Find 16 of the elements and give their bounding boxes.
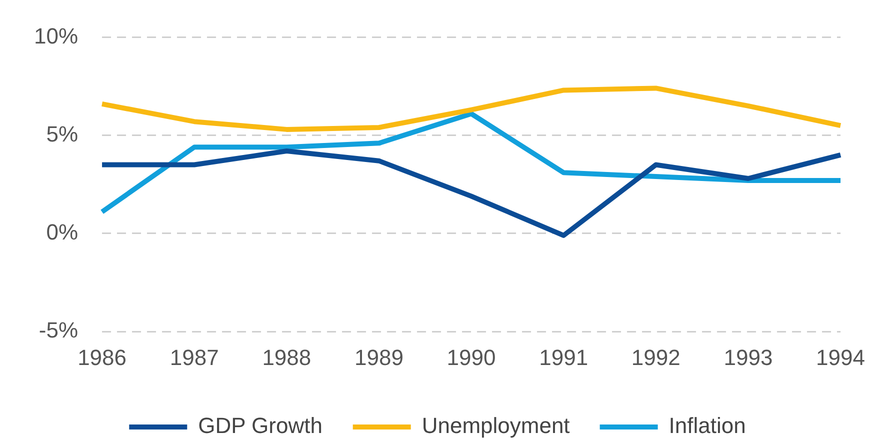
x-tick-label: 1989 [354, 344, 404, 370]
y-tick-label: 0% [46, 220, 78, 245]
x-tick-label: 1992 [631, 344, 680, 370]
x-tick-label: 1990 [446, 344, 496, 370]
legend-label: Unemployment [422, 413, 570, 438]
legend-label: GDP Growth [198, 413, 322, 438]
x-tick-label: 1986 [78, 344, 127, 370]
y-tick-label: 10% [34, 23, 78, 48]
x-tick-label: 1994 [816, 344, 866, 370]
legend-label: Inflation [668, 413, 746, 438]
x-tick-label: 1993 [724, 344, 773, 370]
x-tick-label: 1988 [262, 344, 312, 370]
x-tick-label: 1987 [170, 344, 219, 370]
y-tick-label: -5% [38, 318, 78, 343]
x-tick-label: 1991 [539, 344, 588, 370]
y-tick-label: 5% [46, 121, 78, 146]
